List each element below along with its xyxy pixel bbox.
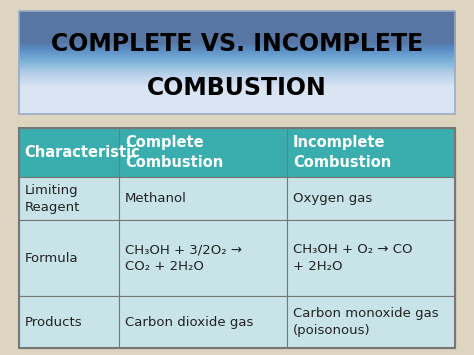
Bar	[19, 11, 455, 114]
Text: Carbon dioxide gas: Carbon dioxide gas	[125, 316, 253, 328]
Text: Products: Products	[25, 316, 82, 328]
Text: Formula: Formula	[25, 252, 78, 265]
Text: Incomplete
Combustion: Incomplete Combustion	[293, 136, 391, 170]
Bar	[19, 296, 119, 348]
Text: Carbon monoxide gas
(poisonous): Carbon monoxide gas (poisonous)	[293, 307, 438, 337]
Bar	[119, 220, 287, 296]
Text: Characteristic: Characteristic	[25, 145, 140, 160]
Text: COMBUSTION: COMBUSTION	[147, 76, 327, 100]
Text: CH₃OH + 3/2O₂ →
CO₂ + 2H₂O: CH₃OH + 3/2O₂ → CO₂ + 2H₂O	[125, 244, 242, 273]
Bar	[19, 11, 455, 114]
Bar	[119, 128, 287, 178]
Bar	[287, 296, 455, 348]
Bar	[287, 128, 455, 178]
Bar	[19, 128, 455, 348]
Bar	[19, 220, 119, 296]
Bar	[287, 178, 455, 220]
Text: Oxygen gas: Oxygen gas	[293, 192, 372, 205]
Bar	[119, 178, 287, 220]
Bar	[119, 296, 287, 348]
Bar	[19, 128, 119, 178]
Bar	[19, 178, 119, 220]
Text: Limiting
Reagent: Limiting Reagent	[25, 184, 80, 213]
Bar	[287, 220, 455, 296]
Text: CH₃OH + O₂ → CO
+ 2H₂O: CH₃OH + O₂ → CO + 2H₂O	[293, 244, 412, 273]
Text: COMPLETE VS. INCOMPLETE: COMPLETE VS. INCOMPLETE	[51, 32, 423, 56]
Text: Complete
Combustion: Complete Combustion	[125, 136, 223, 170]
Text: Methanol: Methanol	[125, 192, 187, 205]
